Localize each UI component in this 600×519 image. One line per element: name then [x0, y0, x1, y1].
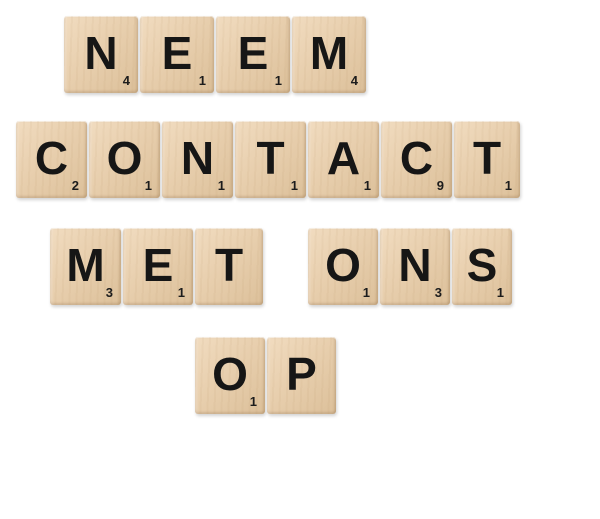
tile-neem-e2: E 1 [216, 16, 290, 93]
tile-letter: N [180, 131, 215, 184]
tile-met-m: M 3 [50, 228, 121, 305]
tile-score: 1 [177, 285, 185, 300]
tile-ons-o: O 1 [308, 228, 378, 305]
tile-letter: T [472, 131, 502, 184]
tile-letter: A [326, 131, 361, 184]
tile-contact-a: A 1 [308, 121, 379, 198]
tile-letter: O [212, 347, 248, 400]
tile-neem-e1: E 1 [140, 16, 214, 93]
tile-letter: O [106, 131, 143, 184]
tile-letter: E [237, 26, 269, 79]
tile-score: 1 [496, 285, 504, 300]
tile-letter: O [325, 238, 361, 291]
tile-score: 1 [363, 178, 371, 193]
tile-score: 1 [249, 394, 257, 409]
tile-letter: S [466, 238, 498, 291]
tile-score: 1 [290, 178, 298, 193]
tile-score: 1 [274, 73, 282, 88]
tile-op-p: P [267, 337, 336, 414]
tile-contact-c1: C 2 [16, 121, 87, 198]
tile-score: 3 [105, 285, 113, 300]
tile-letter: M [309, 26, 349, 79]
tile-met-e: E 1 [123, 228, 193, 305]
tile-op-o: O 1 [195, 337, 265, 414]
tile-letter: E [142, 238, 174, 291]
tile-letter: T [256, 131, 285, 184]
tile-ons-s: S 1 [452, 228, 512, 305]
tile-contact-c2: C 9 [381, 121, 452, 198]
tile-letter: C [399, 131, 434, 184]
tile-neem-n: N 4 [64, 16, 138, 93]
tile-score: 1 [144, 178, 152, 193]
tile-score: 1 [198, 73, 206, 88]
tile-letter: M [66, 238, 105, 291]
tile-letter: P [286, 347, 317, 400]
tile-contact-t1: T 1 [235, 121, 306, 198]
tile-letter: N [398, 238, 432, 291]
tile-letter: T [214, 238, 244, 291]
tile-letter: C [34, 131, 69, 184]
tile-met-t: T [195, 228, 263, 305]
tile-score: 4 [350, 73, 358, 88]
tile-score: 1 [362, 285, 370, 300]
tile-score: 1 [217, 178, 225, 193]
tile-ons-n: N 3 [380, 228, 450, 305]
tile-contact-o: O 1 [89, 121, 160, 198]
tile-contact-t2: T 1 [454, 121, 520, 198]
tile-contact-n: N 1 [162, 121, 233, 198]
tile-letter: E [161, 26, 193, 79]
tile-score: 2 [71, 178, 79, 193]
tile-score: 3 [434, 285, 442, 300]
tile-neem-m: M 4 [292, 16, 366, 93]
tile-letter: N [84, 26, 118, 79]
tile-score: 4 [122, 73, 130, 88]
tile-score: 9 [436, 178, 444, 193]
tile-score: 1 [504, 178, 512, 193]
